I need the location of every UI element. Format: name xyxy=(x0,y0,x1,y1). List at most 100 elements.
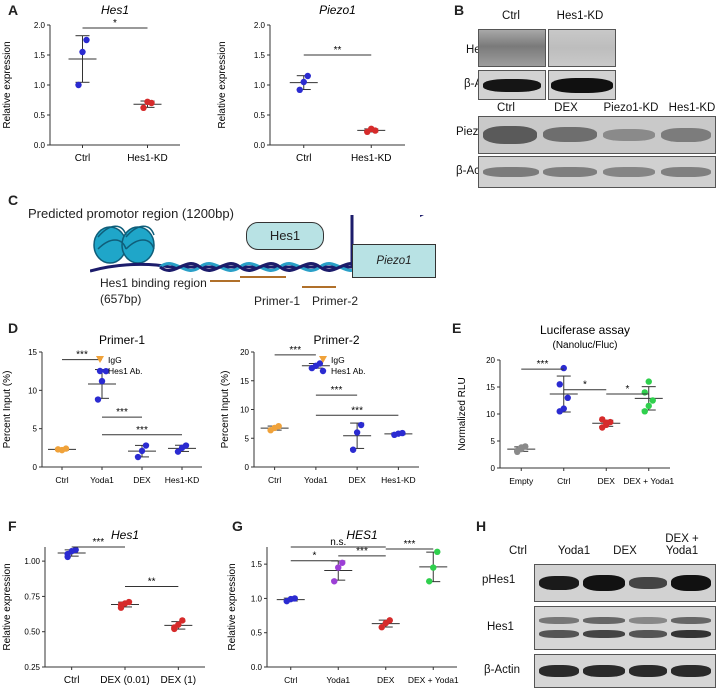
diagram-primer1-label: Primer-1 xyxy=(254,294,301,308)
panel-letter-a: A xyxy=(8,2,19,18)
data-point xyxy=(75,81,82,89)
panel-letter-g: G xyxy=(232,518,243,534)
data-point xyxy=(134,453,142,461)
data-point xyxy=(304,72,311,80)
blot-b-hes1-ctrl xyxy=(478,29,546,67)
y-tick-label: 5 xyxy=(245,434,250,443)
significance-label: * xyxy=(583,380,587,391)
significance-label: *** xyxy=(136,425,148,436)
diagram-binding-label: Hes1 binding region xyxy=(100,276,207,290)
data-point xyxy=(316,360,324,367)
data-point xyxy=(649,397,656,404)
y-tick-label: 1.00 xyxy=(24,557,40,566)
data-point xyxy=(560,405,567,412)
chart-luciferase-assay: Luciferase assay (Nanoluc/Fluc) 0 5 10 15 20 No… xyxy=(457,323,674,486)
nucleosome-icon xyxy=(93,225,155,264)
y-tick-label: 1.0 xyxy=(254,81,266,90)
significance-label: *** xyxy=(351,405,363,416)
data-point xyxy=(138,447,146,455)
data-point xyxy=(102,367,110,375)
chart-hes1-human: HES1 0.0 0.5 1.0 1.5 Relative expression Ctrl Y… xyxy=(227,528,459,685)
data-point xyxy=(399,429,406,437)
y-tick-label: 0 xyxy=(491,464,496,473)
y-tick-label: 0.75 xyxy=(24,592,40,601)
y-tick-label: 5 xyxy=(491,437,496,446)
x-tick-label: Ctrl xyxy=(296,153,312,164)
significance-label: *** xyxy=(76,350,88,361)
x-tick-label: DEX xyxy=(348,475,366,485)
legend-marker xyxy=(96,367,104,375)
primer-icon xyxy=(210,276,336,288)
y-tick-label: 15 xyxy=(486,383,495,392)
chart-title: Luciferase assay xyxy=(540,323,630,337)
blot-h-lane-dex-yoda1: DEX + Yoda1 xyxy=(665,533,699,557)
data-point xyxy=(560,364,567,372)
y-tick-label: 20 xyxy=(240,348,249,357)
data-point xyxy=(275,422,282,430)
data-point xyxy=(430,564,437,571)
significance-label: *** xyxy=(356,546,368,557)
y-tick-label: 1.0 xyxy=(34,81,46,90)
data-point xyxy=(335,564,342,571)
blot-b2-lane-dex: DEX xyxy=(554,102,578,114)
y-tick-label: 1.5 xyxy=(34,51,46,60)
y-tick-label: 15 xyxy=(28,348,37,357)
significance-label: *** xyxy=(116,407,128,418)
y-tick-label: 0.0 xyxy=(254,141,266,150)
data-point xyxy=(140,104,147,112)
panel-letter-e: E xyxy=(452,320,462,336)
data-point xyxy=(434,548,441,555)
blot-h-lane-yoda1: Yoda1 xyxy=(557,545,591,557)
data-point xyxy=(79,48,86,56)
blot-h-lane-dex: DEX xyxy=(613,545,637,557)
y-tick-label: 0.0 xyxy=(34,141,46,150)
chart-title: Primer-1 xyxy=(99,333,145,347)
x-tick-label: Ctrl xyxy=(75,153,91,164)
blot-b2-lane-piezo1kd: Piezo1-KD xyxy=(603,102,659,114)
diagram-binding-size: (657bp) xyxy=(100,292,142,306)
blot-h-phes1 xyxy=(534,564,716,602)
legend-marker xyxy=(319,367,327,375)
data-point xyxy=(94,396,102,403)
diagram-promoter-label: Predicted promotor region (1200bp) xyxy=(28,206,234,221)
x-tick-label: Empty xyxy=(509,476,534,486)
data-point xyxy=(564,394,571,401)
chart-title: Piezo1 xyxy=(319,3,356,17)
y-axis-label: Percent Input (%) xyxy=(2,371,13,449)
data-point xyxy=(64,550,71,558)
x-tick-label: Hes1-KD xyxy=(127,153,168,164)
y-tick-label: 0.25 xyxy=(24,663,40,672)
data-point xyxy=(339,559,346,566)
data-point xyxy=(179,617,186,624)
y-tick-label: 0.5 xyxy=(251,629,263,638)
data-point xyxy=(142,442,150,449)
data-point xyxy=(641,389,648,396)
blot-h-hes1 xyxy=(534,606,716,650)
data-point xyxy=(331,578,338,585)
chart-primer1-chip: Primer-1 0 5 10 15 Percent Input (%) Ctrl Yoda1… xyxy=(2,333,202,485)
legend-label: Hes1 Ab. xyxy=(331,366,366,376)
diagram-hes1-protein: Hes1 xyxy=(246,222,324,250)
x-tick-label: DEX xyxy=(598,476,616,486)
x-tick-label: DEX xyxy=(133,475,151,485)
y-axis-label: Percent Input (%) xyxy=(220,371,231,449)
x-tick-label: Ctrl xyxy=(284,675,297,685)
x-tick-label: Ctrl xyxy=(557,476,570,486)
panel-letter-c: C xyxy=(8,192,19,208)
blot-b-actin-kd xyxy=(548,70,616,100)
data-point xyxy=(645,402,652,410)
data-point xyxy=(386,617,393,624)
x-tick-label: Ctrl xyxy=(268,475,281,485)
panel-letter-f: F xyxy=(8,518,17,534)
chart-title: Hes1 xyxy=(101,3,129,17)
data-point xyxy=(426,578,433,585)
data-point xyxy=(291,595,298,602)
significance-label: *** xyxy=(404,539,416,550)
data-point xyxy=(353,429,361,436)
diagram-dna xyxy=(90,215,424,288)
y-tick-label: 10 xyxy=(28,386,37,395)
x-tick-label: Ctrl xyxy=(64,675,80,686)
significance-label: *** xyxy=(92,537,104,548)
legend-marker xyxy=(319,356,327,363)
data-point xyxy=(296,86,303,94)
